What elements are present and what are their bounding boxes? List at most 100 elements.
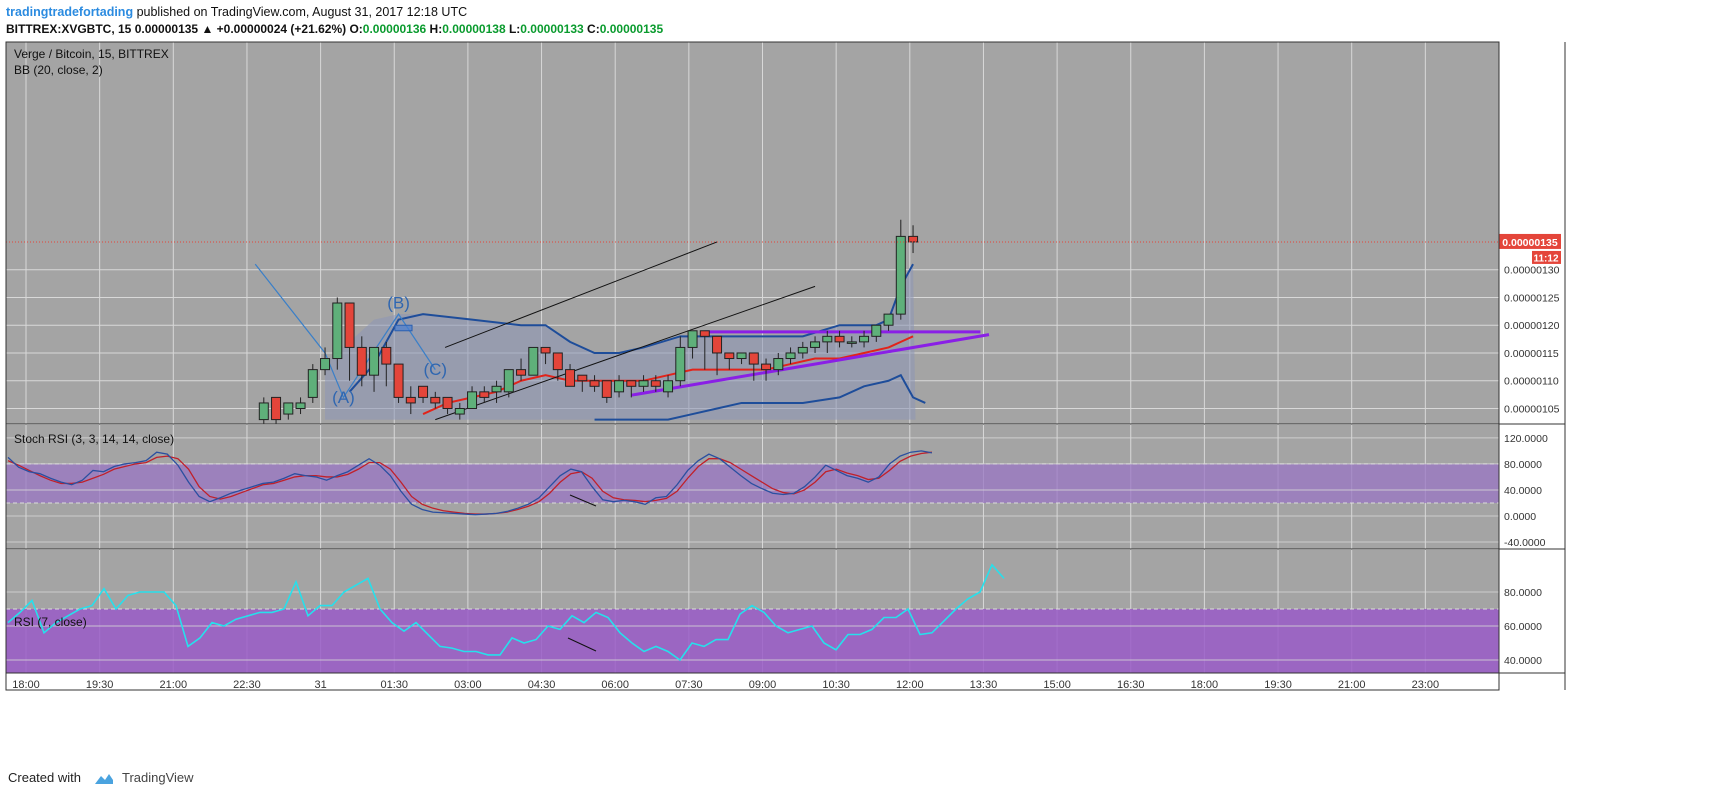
candle-bullish: [785, 352, 796, 360]
candle-bearish: [271, 396, 282, 421]
bb-upper-line: [348, 263, 914, 393]
candle-bearish: [650, 380, 661, 387]
candle-bearish: [761, 363, 772, 371]
main-panel: (A) (B) (C): [6, 219, 1499, 424]
purple-support-trendline: [631, 333, 990, 397]
candle-bullish: [307, 369, 318, 398]
candle-bullish: [258, 402, 269, 421]
candle-bullish: [871, 324, 882, 337]
candle-bearish: [356, 346, 367, 376]
close-value: 0.00000135: [599, 22, 664, 36]
x-tick-label: 04:30: [528, 679, 556, 691]
candle-bullish: [846, 341, 857, 344]
y-tick-label: 0.00000125: [1504, 292, 1560, 304]
wave-label: (C): [423, 360, 447, 379]
change-label: ▲ +0.00000024 (+21.62%): [201, 22, 347, 36]
candle-bearish: [565, 369, 576, 387]
candle-bearish: [577, 374, 588, 382]
rsi-band: [6, 609, 1499, 673]
x-tick-label: 07:30: [675, 679, 703, 691]
chart-title: Verge / Bitcoin, 15, BITTREX: [14, 47, 169, 61]
candle-bullish: [810, 341, 821, 348]
candle-bullish: [283, 402, 294, 415]
wave-abc-line: [254, 263, 436, 399]
stoch-k-line: [7, 450, 933, 516]
x-tick-label: 23:00: [1412, 679, 1440, 691]
candle-bullish: [773, 358, 784, 371]
candle-bullish: [675, 346, 686, 382]
candle-bullish: [614, 380, 625, 393]
open-label: O:: [349, 22, 363, 36]
x-tick-label: 18:00: [12, 679, 40, 691]
tradingview-brand[interactable]: TradingView: [122, 770, 194, 785]
candle-bullish: [883, 313, 894, 326]
candle-bullish: [332, 302, 343, 360]
x-tick-label: 03:00: [454, 679, 482, 691]
y-tick-label: 0.00000130: [1504, 265, 1560, 277]
stoch-tick-label: 120.0000: [1504, 433, 1548, 445]
author-link[interactable]: tradingtradefortading: [6, 5, 134, 19]
stoch-divergence-line: [569, 494, 597, 507]
candle-bearish: [540, 346, 551, 354]
x-tick-label: 18:00: [1191, 679, 1219, 691]
stoch-tick-label: 40.0000: [1504, 485, 1542, 497]
black-trendline: [444, 241, 718, 348]
candle-bearish: [589, 380, 600, 387]
wave-box: [394, 324, 413, 332]
candle-bullish: [736, 352, 747, 360]
stoch-tick-label: 0.0000: [1504, 511, 1536, 523]
candle-bullish: [295, 402, 306, 409]
candle-bearish: [699, 330, 710, 337]
x-tick-label: 19:30: [86, 679, 114, 691]
last-price: 0.00000135: [134, 22, 199, 36]
stoch-title: Stoch RSI (3, 3, 14, 14, close): [14, 432, 174, 446]
high-value: 0.00000138: [442, 22, 506, 36]
candle-bearish: [344, 302, 355, 348]
y-axis-bg: [1499, 42, 1565, 690]
close-label: C:: [587, 22, 600, 36]
x-tick-label: 31: [314, 679, 326, 691]
wave-label: (A): [332, 388, 355, 407]
last-price-label: 0.00000135: [1502, 237, 1558, 249]
y-tick-label: 0.00000110: [1504, 376, 1559, 388]
x-tick-label: 10:30: [822, 679, 850, 691]
rsi-tick-label: 60.0000: [1504, 621, 1542, 633]
candle-bullish: [822, 335, 833, 343]
x-tick-label: 13:30: [970, 679, 998, 691]
candle-bullish: [663, 380, 674, 393]
symbol-label: BITTREX:XVGBTC, 15: [6, 22, 132, 36]
x-tick-label: 19:30: [1264, 679, 1292, 691]
x-tick-label: 21:00: [160, 679, 188, 691]
footer: Created with TradingView: [8, 770, 194, 792]
candle-bearish: [712, 335, 723, 354]
candle-bullish: [638, 380, 649, 387]
x-tick-label: 22:30: [233, 679, 261, 691]
candle-bearish: [393, 363, 404, 398]
candle-bearish: [381, 346, 392, 365]
high-label: H:: [429, 22, 443, 36]
wave-label: (B): [387, 294, 410, 313]
candle-bullish: [503, 369, 514, 393]
candle-bullish: [491, 385, 502, 393]
x-tick-label: 16:30: [1117, 679, 1145, 691]
open-value: 0.00000136: [362, 22, 427, 36]
stoch-tick-label: 80.0000: [1504, 459, 1542, 471]
rsi-divergence-line: [567, 637, 597, 652]
chart-header: tradingtradefortading published on Tradi…: [6, 2, 1706, 42]
candle-bearish: [418, 385, 429, 398]
bb-lower-line: [594, 373, 926, 421]
candle-bullish: [895, 235, 906, 315]
candle-bearish: [724, 352, 735, 360]
bb-indicator-label: BB (20, close, 2): [14, 63, 103, 77]
candle-bearish: [908, 235, 919, 243]
y-tick-label: 0.00000120: [1504, 320, 1560, 332]
candle-bearish: [405, 396, 416, 404]
low-value: 0.00000133: [520, 22, 584, 36]
bb-cloud: [325, 264, 916, 420]
candle-bullish: [797, 346, 808, 354]
x-tick-label: 15:00: [1043, 679, 1071, 691]
rsi-tick-label: 40.0000: [1504, 655, 1542, 667]
candle-bullish: [454, 408, 465, 415]
candle-bullish: [467, 391, 478, 409]
